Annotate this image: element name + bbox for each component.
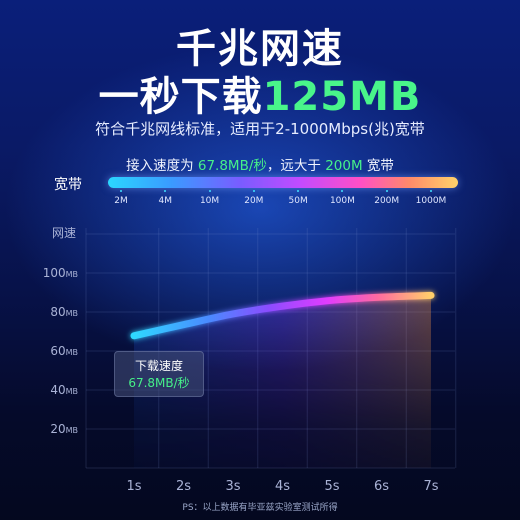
speed-compare: 200M xyxy=(325,158,363,174)
data-point xyxy=(281,305,284,308)
bandwidth-tick-label: 4M xyxy=(158,196,173,206)
x-tick-label: 4s xyxy=(275,479,290,494)
headline-line1: 千兆网速 xyxy=(176,26,344,72)
data-point xyxy=(232,312,235,315)
bandwidth-tick-dot xyxy=(252,190,255,192)
footnote: PS：以上数据有毕亚兹实验室测试所得 xyxy=(182,503,338,513)
tag-value: 67.8MB/秒 xyxy=(128,376,190,390)
speed-chart: 网速 20MB 40MB 60MB 80MB 100MB 1s 2s 3s 4s 5s 6s 7s xyxy=(43,226,457,494)
bandwidth-tick-dot xyxy=(430,190,432,192)
bandwidth-tick-label: 200M xyxy=(374,196,400,206)
x-tick-label: 3s xyxy=(225,479,240,494)
series-area xyxy=(134,295,431,468)
y-tick-label: 100MB xyxy=(43,266,78,280)
x-tick-label: 6s xyxy=(374,479,389,494)
bandwidth-tick-label: 2M xyxy=(114,196,128,206)
bandwidth-bar xyxy=(108,177,458,188)
download-speed-tag: 下载速度 67.8MB/秒 xyxy=(114,351,204,397)
data-point xyxy=(380,296,383,299)
y-axis-label: 网速 xyxy=(52,226,76,240)
bandwidth-tick-label: 100M xyxy=(329,196,355,206)
y-tick-label: 60MB xyxy=(50,344,78,358)
x-tick-label: 2s xyxy=(176,479,191,494)
x-tick-label: 1s xyxy=(126,479,141,494)
x-tick-label: 7s xyxy=(423,479,438,494)
bandwidth-tick-dot xyxy=(297,190,300,192)
speed-statement: 接入速度为 67.8MB/秒，远大于 200M 宽带 xyxy=(0,154,520,174)
x-tick-label: 5s xyxy=(324,479,339,494)
bandwidth-tick-dot xyxy=(341,190,344,192)
data-point xyxy=(182,323,185,326)
speed-suffix: 宽带 xyxy=(362,158,394,174)
bandwidth-tick-label: 1000M xyxy=(415,196,447,206)
speed-value: 67.8MB/秒 xyxy=(197,158,267,174)
y-tick-label: 80MB xyxy=(50,305,78,319)
subtitle: 符合千兆网线标准，适用于2-1000Mbps(兆)宽带 xyxy=(95,120,425,138)
speed-prefix: 接入速度为 xyxy=(126,158,198,174)
data-point xyxy=(430,294,433,297)
tag-label: 下载速度 xyxy=(134,359,183,373)
bandwidth-tick-dot xyxy=(120,190,122,192)
bandwidth-tick-label: 50M xyxy=(288,196,308,206)
y-tick-label: 40MB xyxy=(50,383,78,397)
bandwidth-tick-dot xyxy=(164,190,167,192)
bandwidth-tick-dot xyxy=(385,190,388,192)
bandwidth-tick-dot xyxy=(208,190,211,192)
data-point xyxy=(133,334,136,337)
data-point xyxy=(331,299,334,302)
speed-middle: ，远大于 xyxy=(266,158,326,174)
headline-prefix: 一秒下载 xyxy=(98,74,263,120)
headline-highlight: 125MB xyxy=(262,74,422,120)
y-tick-label: 20MB xyxy=(50,422,78,436)
bandwidth-tick-label: 10M xyxy=(199,196,220,206)
headline-line2: 一秒下载125MB xyxy=(0,64,520,122)
bandwidth-tick-label: 20M xyxy=(244,196,264,206)
series-line xyxy=(130,291,435,340)
bandwidth-label: 宽带 xyxy=(54,177,82,193)
